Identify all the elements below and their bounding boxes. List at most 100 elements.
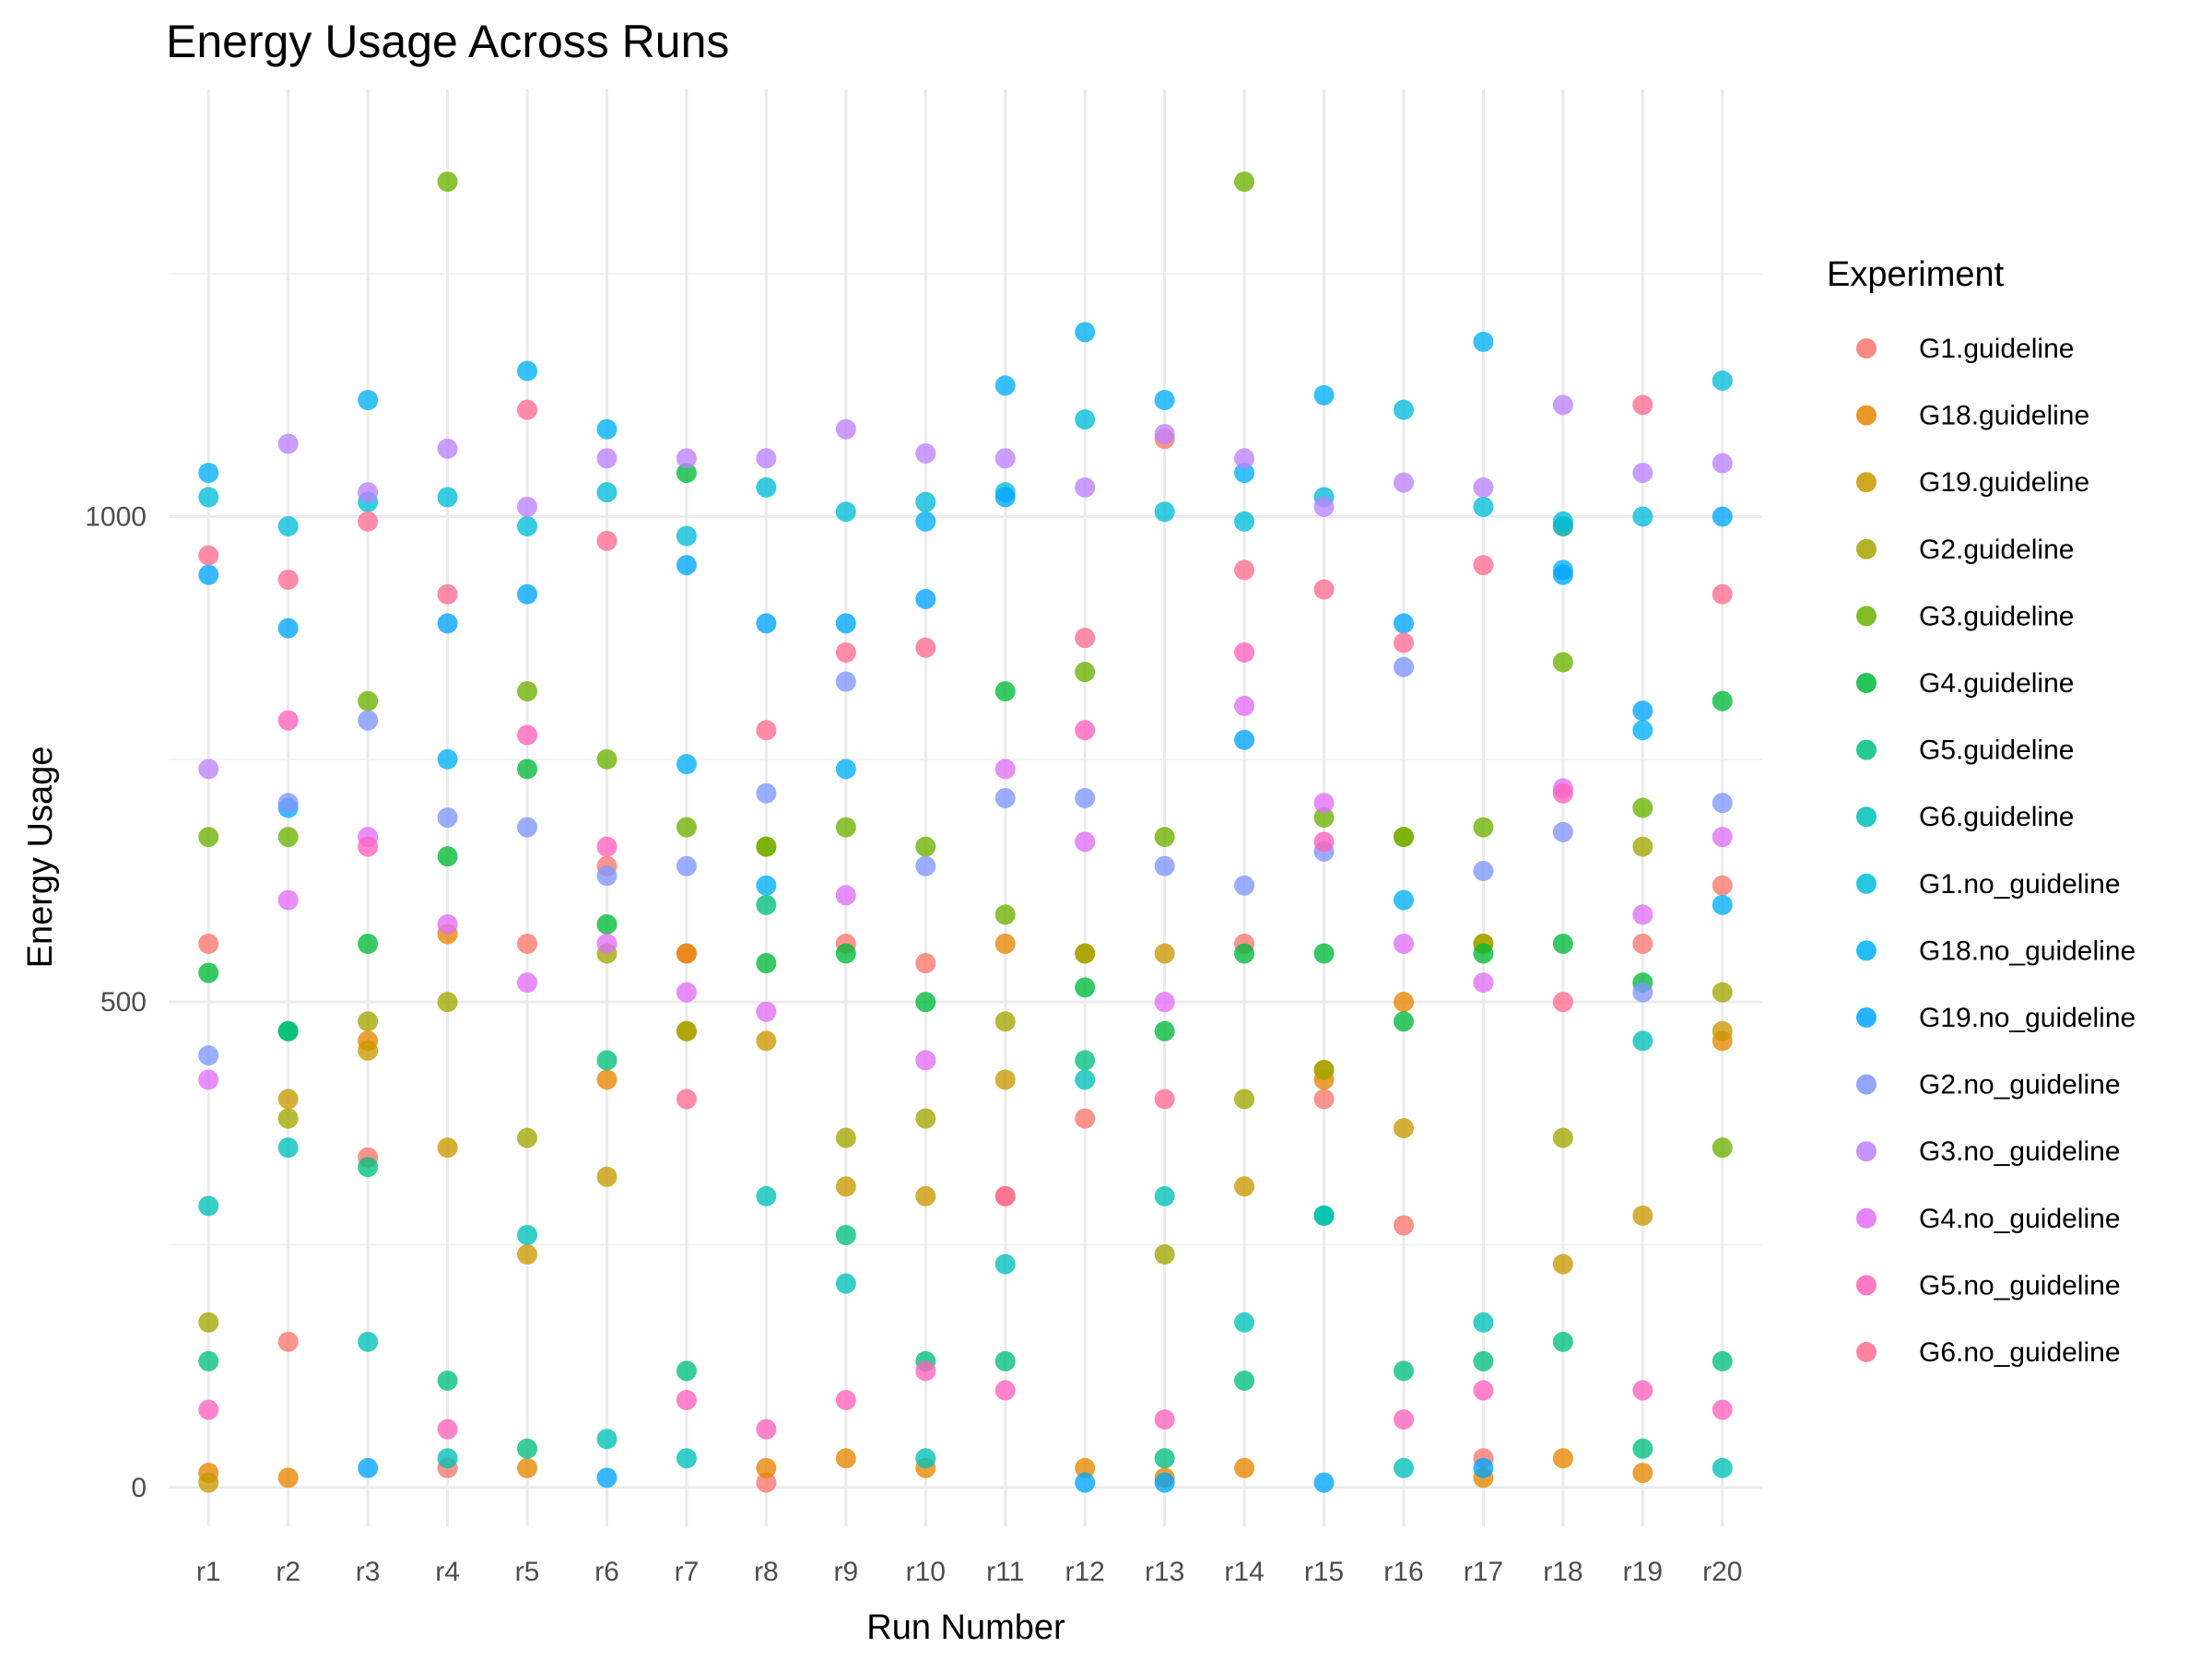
legend-label: G19.no_guideline [1919, 1003, 2136, 1033]
data-point [437, 748, 458, 770]
data-point [358, 836, 379, 857]
data-point [1154, 390, 1175, 411]
data-point [835, 501, 856, 523]
legend-label: G4.no_guideline [1919, 1204, 2121, 1234]
data-point [1712, 1350, 1733, 1371]
data-point [517, 972, 538, 994]
data-point [1154, 1244, 1175, 1265]
data-point [1234, 171, 1255, 193]
data-point [756, 894, 777, 915]
data-point [1393, 656, 1414, 677]
data-point [277, 618, 299, 639]
legend-label: G19.guideline [1919, 467, 2089, 498]
data-point [517, 1244, 538, 1265]
data-point [1154, 1020, 1175, 1041]
data-point [1473, 1457, 1494, 1478]
data-point [835, 885, 856, 906]
data-point [596, 448, 618, 469]
data-point [835, 641, 856, 663]
data-point [517, 360, 538, 382]
legend-key [1856, 1207, 1877, 1229]
data-point [1712, 506, 1733, 527]
data-point [596, 1050, 618, 1071]
data-point [1154, 1409, 1175, 1430]
data-point [835, 1176, 856, 1197]
data-point [676, 1390, 697, 1411]
data-point [596, 1467, 618, 1488]
data-point [1234, 729, 1255, 750]
data-point [517, 1438, 538, 1459]
data-point [437, 1418, 458, 1440]
data-point [994, 375, 1016, 396]
data-point [835, 1224, 856, 1245]
data-point [277, 433, 299, 454]
data-point [1075, 831, 1096, 853]
data-point [437, 487, 458, 508]
data-point [1154, 1088, 1175, 1110]
data-point [756, 1472, 777, 1493]
data-point [198, 1045, 219, 1066]
legend-key [1856, 1342, 1877, 1362]
data-point [1632, 1030, 1653, 1052]
data-point [358, 1011, 379, 1032]
data-point [994, 1380, 1016, 1401]
data-point [1712, 793, 1733, 814]
data-point [277, 1137, 299, 1159]
legend-label: G2.no_guideline [1919, 1070, 2121, 1100]
legend-key [1856, 472, 1877, 493]
legend-key [1856, 538, 1877, 559]
data-point [994, 1253, 1016, 1275]
data-point [1712, 1137, 1733, 1159]
data-point [994, 1185, 1016, 1206]
data-point [437, 1448, 458, 1469]
legend-label: G18.guideline [1919, 401, 2089, 431]
data-point [756, 782, 777, 804]
y-tick-label: 500 [100, 987, 147, 1018]
data-point [756, 613, 777, 634]
data-point [1712, 1457, 1733, 1478]
data-point [1154, 423, 1175, 444]
data-point [1473, 972, 1494, 994]
data-point [676, 982, 697, 1003]
data-point [517, 817, 538, 838]
data-point [1234, 695, 1255, 716]
data-point [596, 913, 618, 935]
data-point [1632, 1438, 1653, 1459]
data-point [358, 690, 379, 712]
data-point [1393, 1409, 1414, 1430]
data-point [1234, 1370, 1255, 1391]
data-point [1154, 827, 1175, 848]
data-point [1712, 875, 1733, 896]
data-point [756, 720, 777, 741]
data-point [915, 836, 936, 857]
data-point [835, 817, 856, 838]
data-point [676, 1088, 697, 1110]
data-point [1075, 322, 1096, 343]
data-point [277, 1088, 299, 1110]
data-point [1632, 904, 1653, 925]
data-point [1075, 1457, 1096, 1478]
data-point [1393, 1360, 1414, 1382]
data-point [517, 681, 538, 702]
data-point [1393, 992, 1414, 1013]
y-tick-label: 1000 [85, 501, 147, 532]
data-point [1075, 1069, 1096, 1090]
data-point [1473, 1312, 1494, 1333]
data-point [1313, 496, 1335, 517]
data-point [596, 530, 618, 551]
data-point [1075, 662, 1096, 683]
data-point [1473, 943, 1494, 964]
legend-label: G3.guideline [1919, 601, 2074, 631]
legend-label: G5.guideline [1919, 735, 2074, 766]
data-point [437, 992, 458, 1013]
data-point [756, 1185, 777, 1206]
data-point [1313, 1088, 1335, 1110]
legend-key [1856, 405, 1877, 426]
data-point [1154, 501, 1175, 523]
x-tick-label: r5 [515, 1557, 540, 1587]
data-point [517, 759, 538, 780]
legend-label: G18.no_guideline [1919, 935, 2136, 966]
data-point [1234, 448, 1255, 469]
data-point [915, 855, 936, 877]
